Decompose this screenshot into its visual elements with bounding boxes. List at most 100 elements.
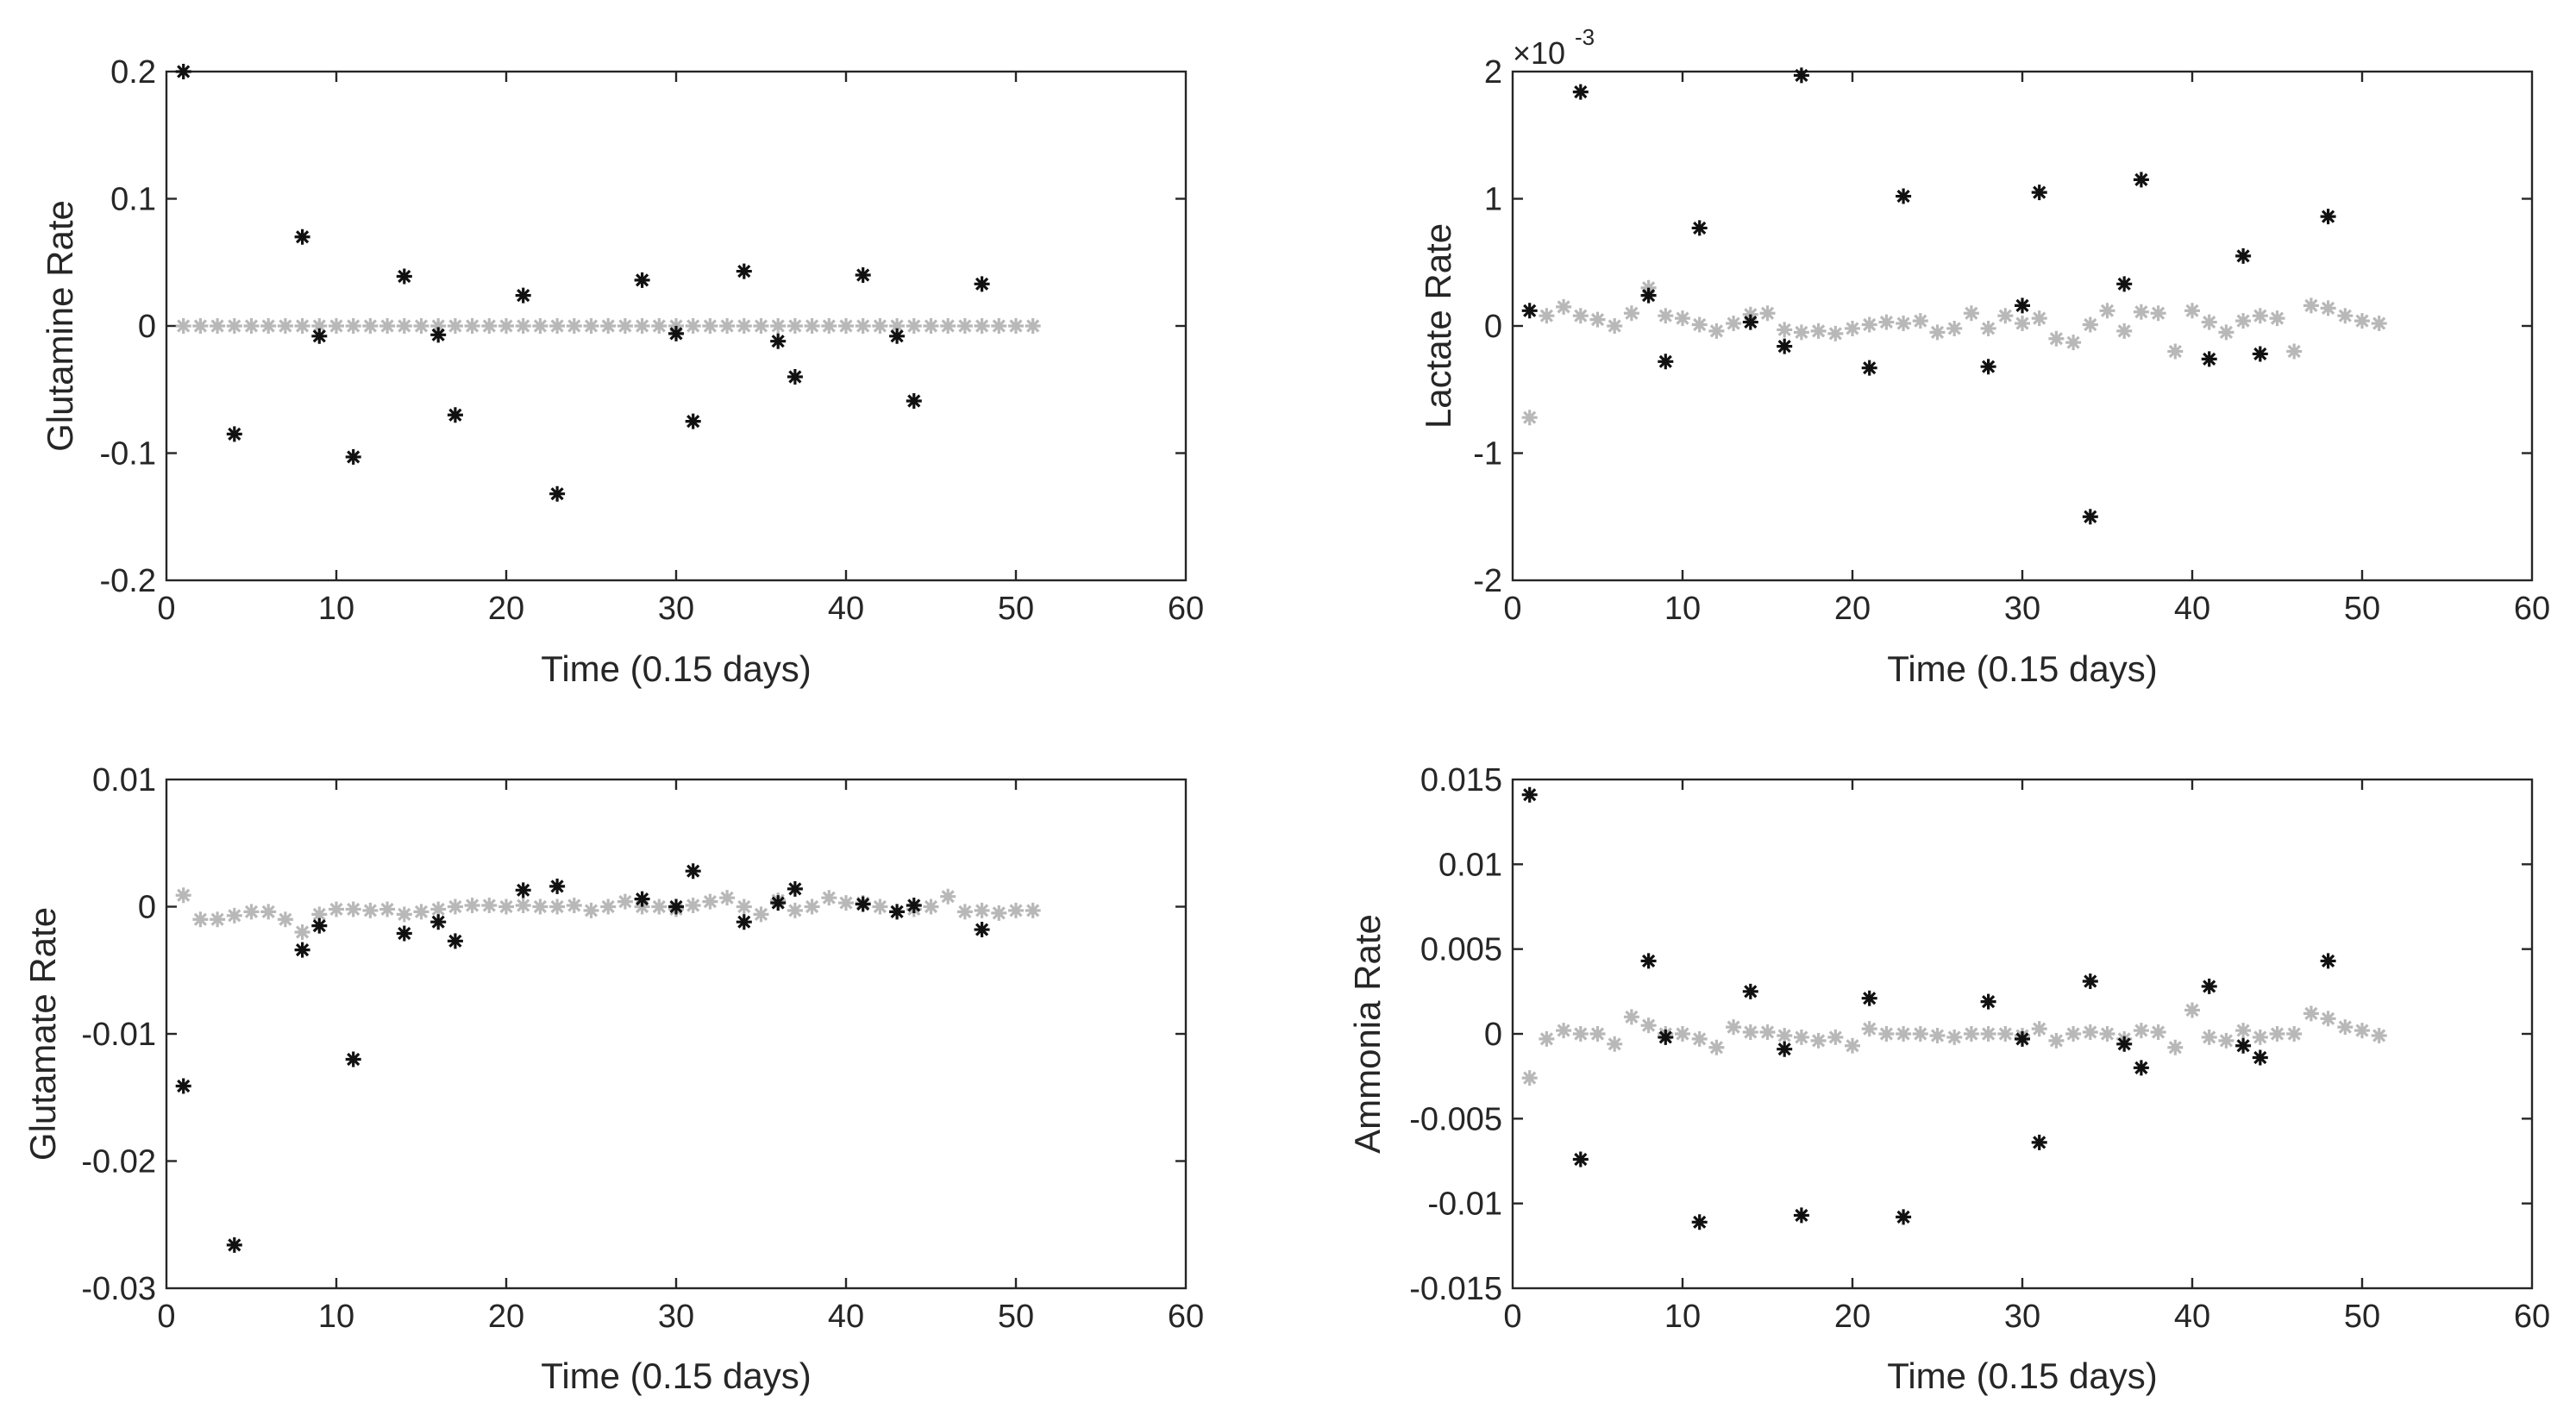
measured-point <box>2031 185 2047 201</box>
estimated-point <box>1912 1026 1928 1042</box>
estimated-point <box>1623 1009 1639 1025</box>
estimated-point <box>1997 308 2014 324</box>
estimated-point <box>974 318 990 334</box>
estimated-point <box>1556 298 1572 315</box>
estimated-point <box>787 902 803 918</box>
estimated-point <box>549 318 566 334</box>
measured-point <box>294 229 310 245</box>
measured-point <box>2116 276 2133 292</box>
estimated-point <box>243 318 260 334</box>
estimated-point <box>2082 316 2098 333</box>
x-tick-label: 50 <box>998 591 1034 627</box>
subplot-ammonia: 0 10 20 30 40 50 60 -0.015 -0.01 -0.005 0 0.005 0.01… <box>1347 762 2550 1396</box>
estimated-point <box>1589 1026 1606 1042</box>
estimated-point <box>362 318 379 334</box>
estimated-point <box>1861 316 1877 333</box>
estimated-point <box>1675 1026 1690 1042</box>
estimated-point <box>192 318 209 334</box>
estimated-point <box>362 902 379 918</box>
estimated-point <box>549 898 566 915</box>
measured-point <box>175 64 191 79</box>
measured-point <box>974 922 990 938</box>
estimated-point <box>1521 1070 1538 1086</box>
estimated-point <box>1929 1027 1946 1043</box>
y-tick-label: 0.005 <box>1420 932 1502 968</box>
measured-point <box>396 268 412 285</box>
estimated-point <box>1607 1036 1623 1052</box>
estimated-point <box>1810 1032 1827 1049</box>
estimated-point <box>2099 1026 2115 1042</box>
estimated-point <box>2269 1026 2285 1042</box>
estimated-point <box>1980 1026 1996 1042</box>
estimated-point <box>2354 313 2370 329</box>
estimated-point <box>2235 1023 2252 1039</box>
estimated-point <box>702 893 718 910</box>
x-tick-label: 40 <box>2174 591 2210 627</box>
subplot-glutamate: 0 10 20 30 40 50 60 -0.03 -0.02 -0.01 0 0.01 Time (… <box>22 762 1204 1396</box>
measured-point <box>1896 188 1912 204</box>
estimated-point <box>1980 320 1996 336</box>
measured-point <box>2031 1134 2047 1150</box>
estimated-point <box>1589 311 1606 328</box>
measured-point <box>2082 509 2098 525</box>
estimated-point <box>515 898 531 914</box>
y-tick-label: 0.1 <box>110 182 156 218</box>
estimated-point <box>1929 324 1946 341</box>
estimated-point <box>498 318 514 334</box>
measured-point <box>906 898 922 914</box>
measured-point <box>974 276 990 292</box>
y-tick-label: 0 <box>138 890 156 926</box>
measured-point <box>1658 354 1674 370</box>
estimated-point <box>447 898 463 915</box>
estimated-point <box>906 318 922 334</box>
estimated-point <box>1878 1026 1895 1042</box>
measured-point <box>1742 983 1758 999</box>
estimated-point <box>345 318 361 334</box>
estimated-point <box>821 890 837 906</box>
measured-point <box>668 325 684 341</box>
estimated-point <box>1640 1017 1657 1034</box>
estimated-point <box>956 318 973 334</box>
x-axis-label: Time (0.15 days) <box>541 648 812 689</box>
estimated-point <box>2167 1039 2184 1055</box>
y-tick-label: 0 <box>138 309 156 345</box>
y-tick-label: -0.03 <box>81 1271 156 1307</box>
measured-point <box>1640 287 1657 304</box>
measured-point <box>447 407 463 423</box>
x-axis-label: Time (0.15 days) <box>1887 1356 2158 1396</box>
estimated-point <box>1539 308 1555 324</box>
estimated-point <box>804 898 820 915</box>
estimated-point <box>889 318 906 334</box>
x-tick-label: 30 <box>2004 1299 2040 1335</box>
estimated-point <box>787 318 803 334</box>
plot-marks <box>1521 786 2387 1230</box>
estimated-point <box>2048 330 2065 347</box>
estimated-point <box>1963 1026 1979 1042</box>
x-tick-label: 30 <box>2004 591 2040 627</box>
estimated-point <box>2133 304 2149 320</box>
x-tick-label: 50 <box>2344 591 2380 627</box>
estimated-point <box>566 898 582 914</box>
estimated-point <box>1607 318 1623 334</box>
estimated-point <box>430 901 447 917</box>
measured-point <box>1521 786 1538 803</box>
x-tick-label: 60 <box>1168 1299 1204 1335</box>
estimated-point <box>277 911 293 928</box>
y-tick-label: -0.01 <box>81 1017 156 1053</box>
estimated-point <box>991 318 1007 334</box>
estimated-point <box>2303 297 2319 314</box>
estimated-point <box>1810 322 1827 339</box>
estimated-point <box>617 318 633 334</box>
estimated-point <box>2303 1005 2319 1022</box>
x-tick-label: 40 <box>828 591 864 627</box>
measured-point <box>2015 297 2030 314</box>
y-tick-label: 0.01 <box>92 762 156 798</box>
estimated-point <box>2320 300 2336 316</box>
y-tick-label: 0 <box>1484 1017 1502 1053</box>
measured-point <box>294 942 310 958</box>
measured-point <box>345 1051 361 1068</box>
measured-point <box>855 896 871 912</box>
measured-point <box>787 369 803 385</box>
estimated-point <box>600 898 617 915</box>
x-tick-label: 10 <box>318 1299 354 1335</box>
